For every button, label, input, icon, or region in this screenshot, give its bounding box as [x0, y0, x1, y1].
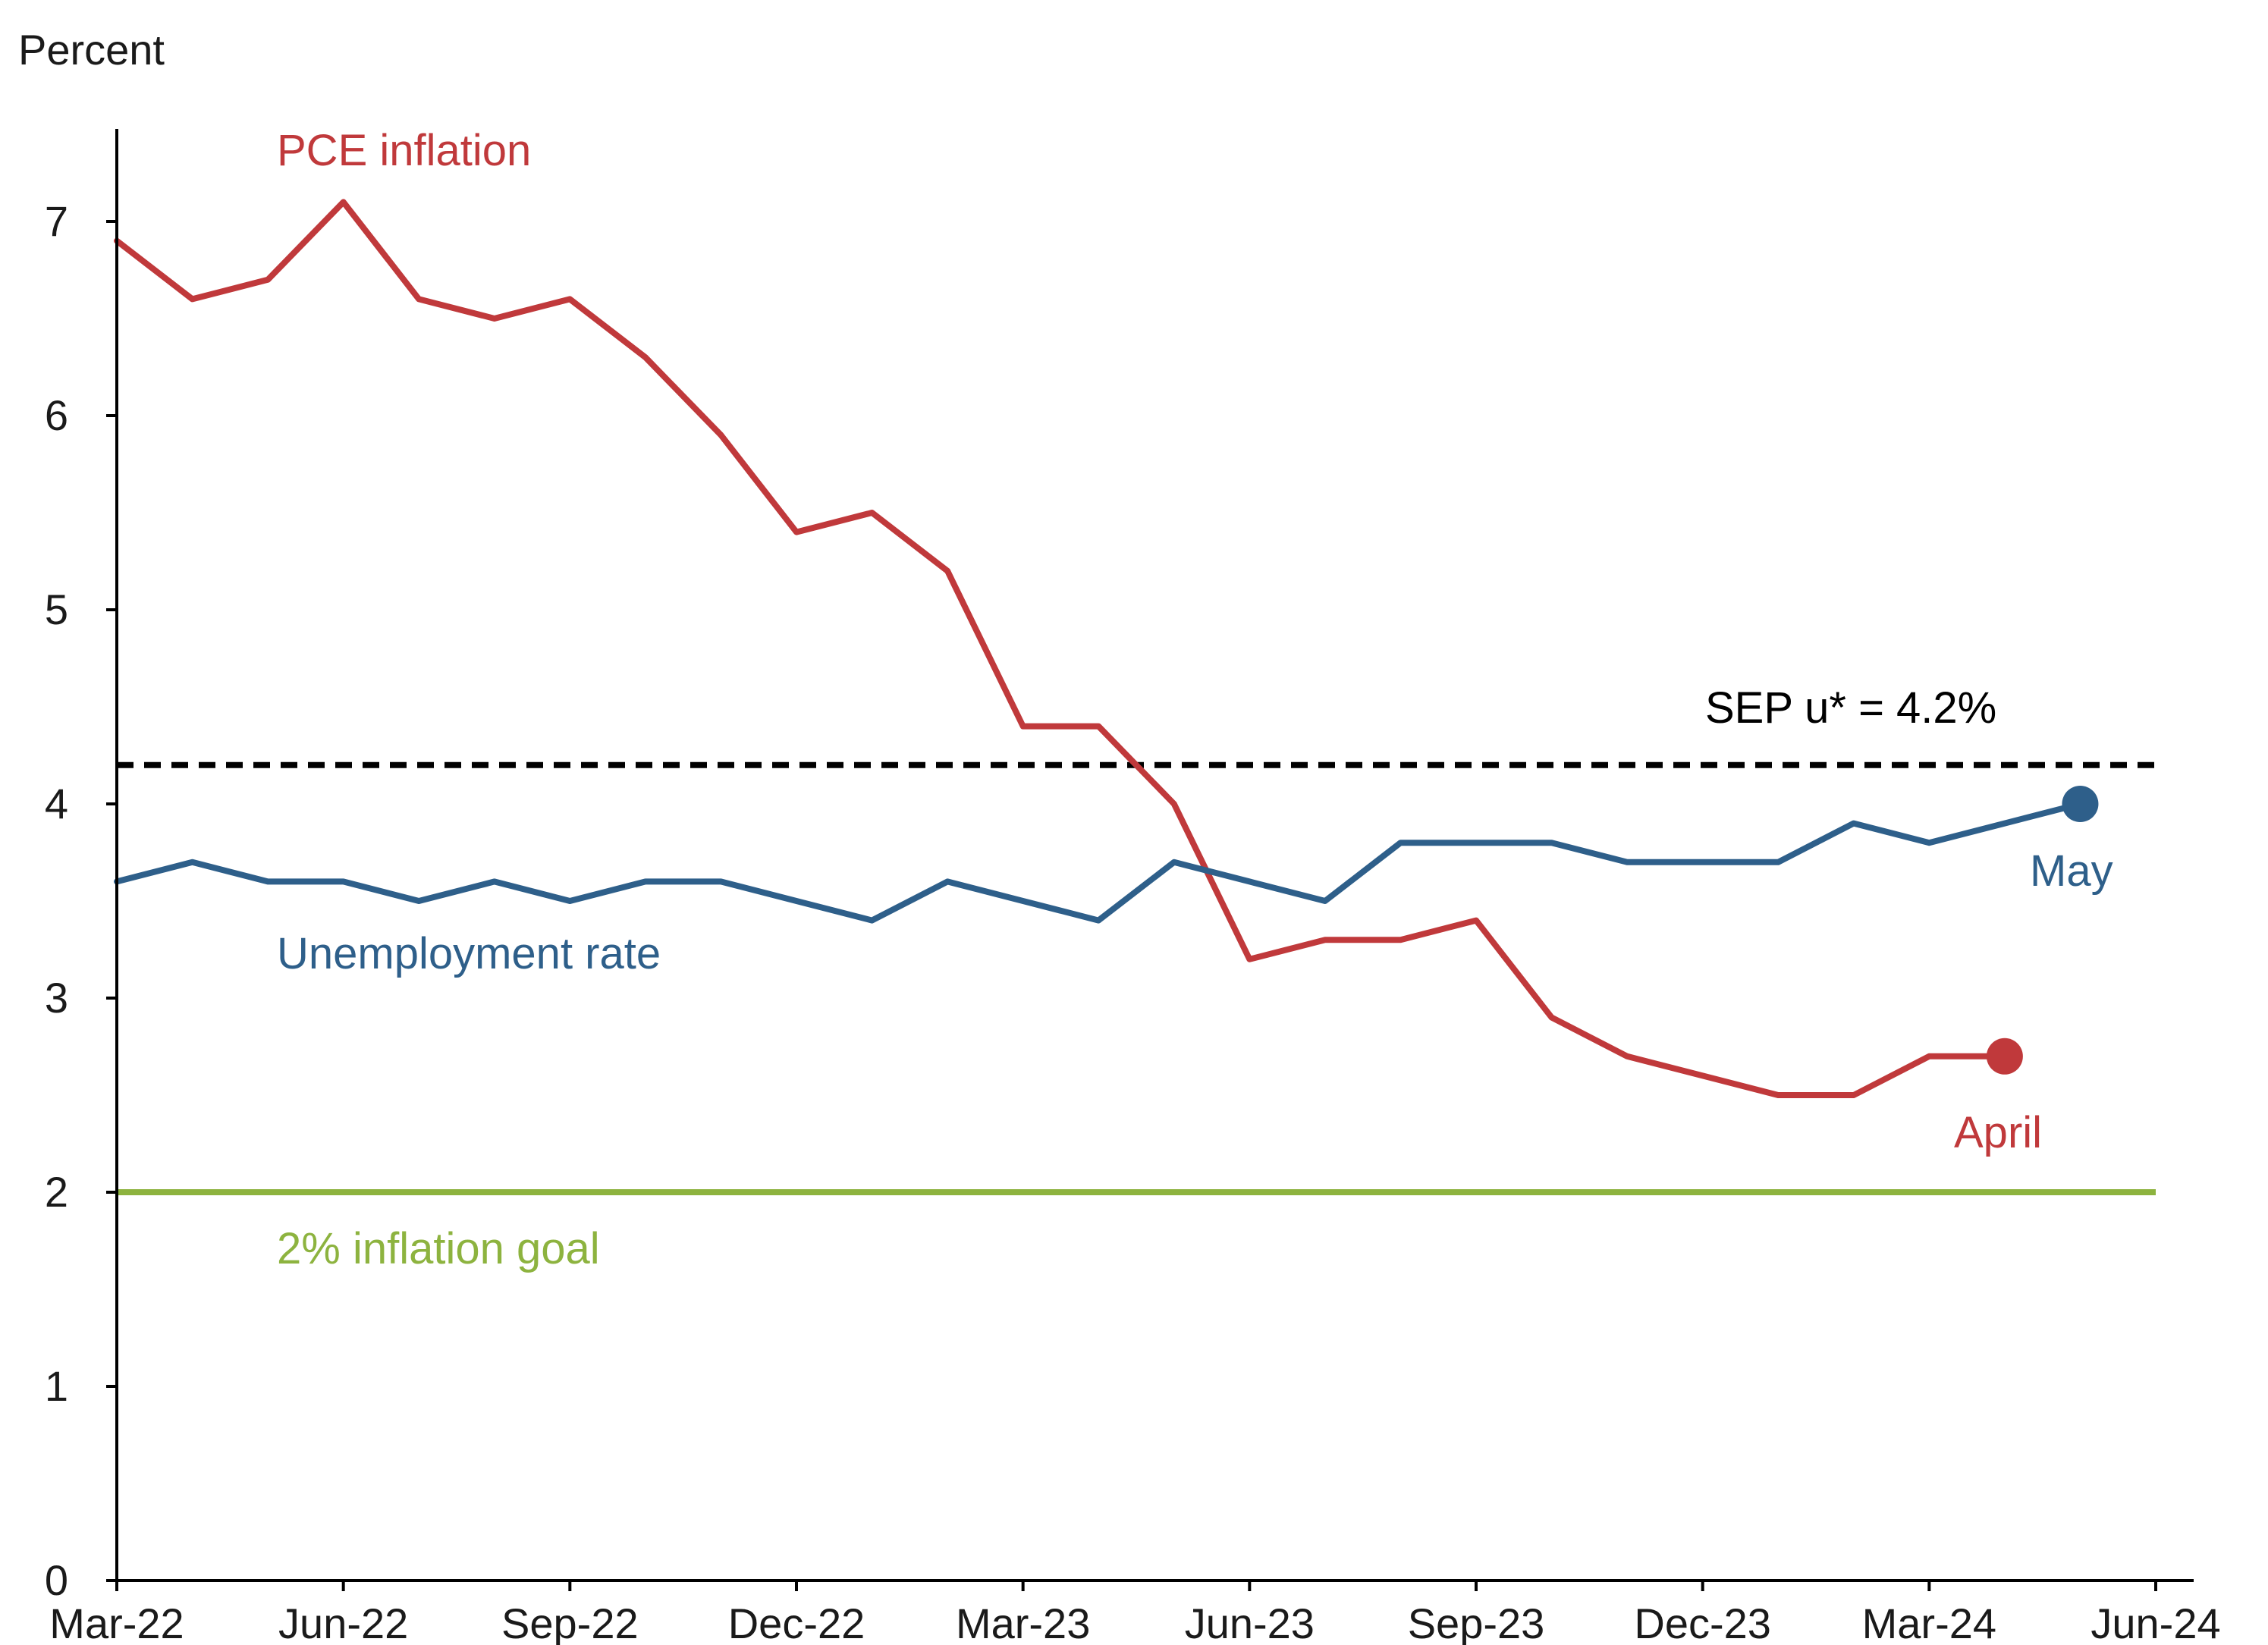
x-tick-label: Dec-22 — [728, 1599, 865, 1645]
x-tick-label: Jun-22 — [278, 1599, 408, 1645]
x-tick-label: Mar-24 — [1862, 1599, 1996, 1645]
pce-series-line — [114, 199, 2008, 1098]
y-tick-label: 6 — [45, 391, 68, 439]
y-ticks: 0 1 2 3 4 5 6 7 — [45, 197, 117, 1604]
y-tick-label: 5 — [45, 585, 68, 633]
unemployment-end-marker — [2062, 786, 2099, 822]
y-tick-label: 7 — [45, 197, 68, 245]
y-tick-label: 3 — [45, 974, 68, 1022]
x-tick-label: Jun-24 — [2091, 1599, 2220, 1645]
y-tick-label: 4 — [45, 780, 68, 827]
y-tick-label: 2 — [45, 1168, 68, 1216]
x-tick-label: Mar-22 — [49, 1599, 184, 1645]
x-tick-label: Mar-23 — [956, 1599, 1090, 1645]
x-tick-label: Sep-22 — [501, 1599, 639, 1645]
unemployment-series-label: Unemployment rate — [277, 929, 661, 978]
pce-series-label: PCE inflation — [277, 126, 531, 175]
axes — [115, 129, 2194, 1582]
y-tick-label: 0 — [45, 1556, 68, 1604]
x-tick-label: Sep-23 — [1408, 1599, 1545, 1645]
x-tick-label: Dec-23 — [1634, 1599, 1771, 1645]
plot-lines — [114, 199, 2156, 1195]
sep-label: SEP u* = 4.2% — [1705, 683, 1996, 733]
y-tick-label: 1 — [45, 1362, 68, 1410]
pce-end-label: April — [1954, 1108, 2042, 1157]
pce-end-marker — [1986, 1038, 2023, 1075]
x-tick-label: Jun-23 — [1185, 1599, 1315, 1645]
unemployment-end-label: May — [2030, 846, 2113, 896]
inflation-goal-label: 2% inflation goal — [277, 1224, 600, 1273]
x-ticks: Mar-22 Jun-22 Sep-22 Dec-22 Mar-23 Jun-23 Sep-… — [49, 1581, 2221, 1645]
y-axis-title: Percent — [18, 26, 165, 74]
unemployment-series-line — [114, 801, 2084, 924]
